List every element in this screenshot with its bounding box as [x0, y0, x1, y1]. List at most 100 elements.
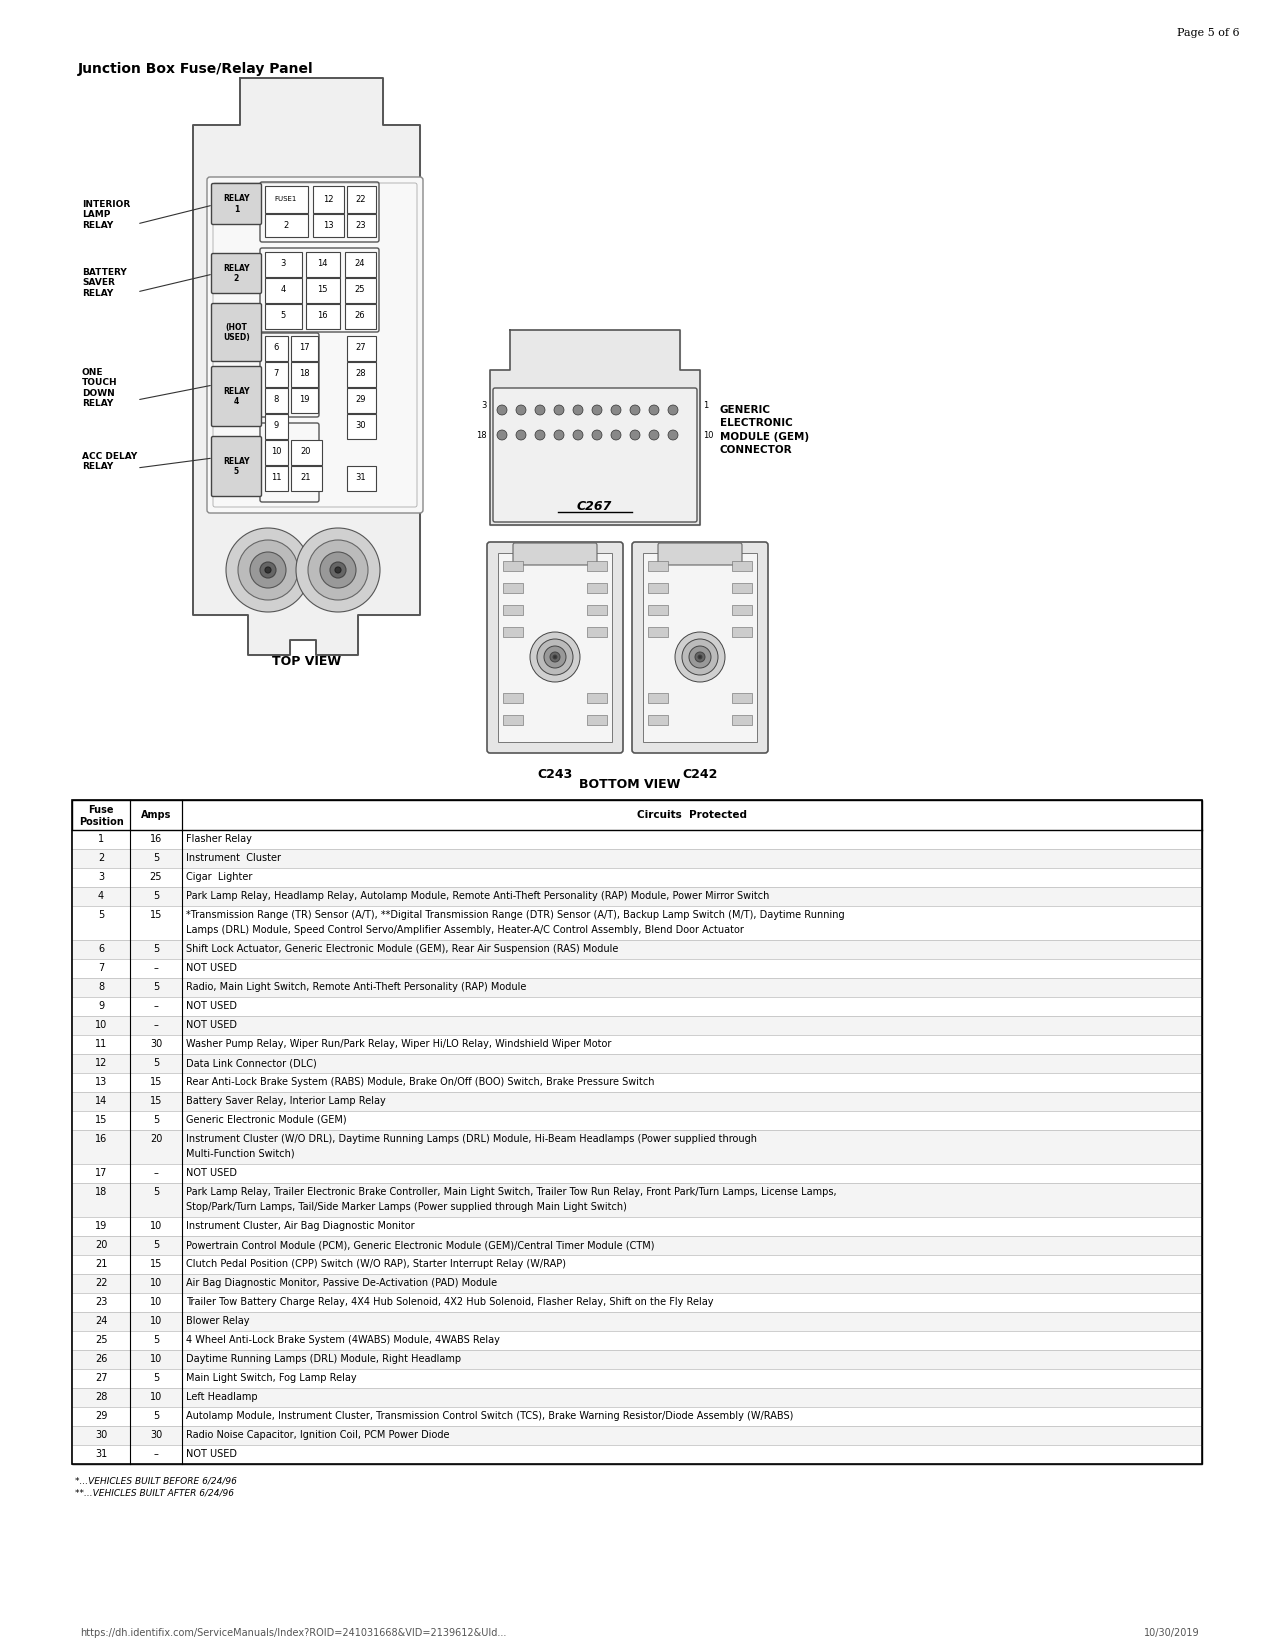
- Text: Radio Noise Capacitor, Ignition Coil, PCM Power Diode: Radio Noise Capacitor, Ignition Coil, PC…: [186, 1431, 450, 1440]
- Bar: [71, 1072, 1202, 1092]
- Bar: [71, 868, 1202, 888]
- Text: 20: 20: [150, 1134, 162, 1143]
- FancyBboxPatch shape: [344, 251, 376, 277]
- Bar: [499, 553, 612, 742]
- FancyBboxPatch shape: [493, 388, 697, 521]
- Text: 4 Wheel Anti-Lock Brake System (4WABS) Module, 4WABS Relay: 4 Wheel Anti-Lock Brake System (4WABS) M…: [186, 1335, 500, 1345]
- Text: –: –: [153, 1002, 158, 1011]
- Text: 6: 6: [273, 343, 279, 353]
- FancyBboxPatch shape: [212, 183, 261, 224]
- Bar: [732, 606, 752, 615]
- Text: Generic Electronic Module (GEM): Generic Electronic Module (GEM): [186, 1115, 347, 1125]
- Text: 14: 14: [317, 259, 328, 269]
- Text: 27: 27: [94, 1373, 107, 1383]
- FancyBboxPatch shape: [312, 213, 343, 236]
- Bar: [71, 800, 1202, 1464]
- Text: 28: 28: [94, 1393, 107, 1402]
- Bar: [732, 582, 752, 592]
- Text: Radio, Main Light Switch, Remote Anti-Theft Personality (RAP) Module: Radio, Main Light Switch, Remote Anti-Th…: [186, 982, 527, 992]
- Bar: [71, 1407, 1202, 1426]
- Bar: [648, 693, 668, 703]
- Bar: [586, 693, 607, 703]
- Text: 15: 15: [150, 1259, 162, 1269]
- Bar: [643, 553, 757, 742]
- Text: Instrument Cluster, Air Bag Diagnostic Monitor: Instrument Cluster, Air Bag Diagnostic M…: [186, 1221, 414, 1231]
- Text: NOT USED: NOT USED: [186, 1449, 237, 1459]
- FancyBboxPatch shape: [291, 361, 317, 386]
- Text: 1: 1: [703, 401, 708, 409]
- Text: 7: 7: [273, 370, 279, 378]
- Text: 24: 24: [94, 1317, 107, 1327]
- Circle shape: [516, 431, 527, 441]
- Circle shape: [674, 632, 725, 681]
- Text: 20: 20: [94, 1241, 107, 1251]
- Bar: [71, 1370, 1202, 1388]
- Text: 22: 22: [94, 1279, 107, 1289]
- Circle shape: [592, 431, 602, 441]
- Text: –: –: [153, 964, 158, 973]
- Circle shape: [695, 652, 705, 662]
- Text: 16: 16: [317, 312, 328, 320]
- Text: RELAY
4: RELAY 4: [223, 386, 250, 406]
- Circle shape: [250, 553, 286, 587]
- Text: 18: 18: [298, 370, 310, 378]
- Text: Instrument Cluster (W/O DRL), Daytime Running Lamps (DRL) Module, Hi-Beam Headla: Instrument Cluster (W/O DRL), Daytime Ru…: [186, 1134, 757, 1143]
- Text: 12: 12: [94, 1058, 107, 1068]
- Text: 23: 23: [94, 1297, 107, 1307]
- Bar: [71, 1332, 1202, 1350]
- Bar: [71, 997, 1202, 1016]
- Bar: [71, 940, 1202, 959]
- FancyBboxPatch shape: [344, 304, 376, 328]
- Bar: [648, 627, 668, 637]
- Circle shape: [630, 431, 640, 441]
- Circle shape: [238, 540, 298, 601]
- Bar: [586, 627, 607, 637]
- FancyBboxPatch shape: [264, 251, 301, 277]
- Text: 28: 28: [356, 370, 366, 378]
- Bar: [71, 1236, 1202, 1256]
- Bar: [71, 830, 1202, 850]
- FancyBboxPatch shape: [347, 414, 376, 439]
- Circle shape: [516, 404, 527, 416]
- Text: 22: 22: [356, 195, 366, 203]
- Text: Amps: Amps: [140, 810, 171, 820]
- Text: 15: 15: [150, 1096, 162, 1106]
- Text: Autolamp Module, Instrument Cluster, Transmission Control Switch (TCS), Brake Wa: Autolamp Module, Instrument Cluster, Tra…: [186, 1411, 793, 1421]
- FancyBboxPatch shape: [306, 251, 339, 277]
- Circle shape: [497, 404, 507, 416]
- Text: 10/30/2019: 10/30/2019: [1145, 1629, 1200, 1638]
- Text: 29: 29: [356, 396, 366, 404]
- Circle shape: [555, 404, 564, 416]
- Text: 21: 21: [94, 1259, 107, 1269]
- Bar: [71, 1294, 1202, 1312]
- Text: 10: 10: [150, 1317, 162, 1327]
- FancyBboxPatch shape: [207, 177, 423, 513]
- Circle shape: [550, 652, 560, 662]
- Bar: [71, 1183, 1202, 1218]
- Circle shape: [330, 563, 346, 578]
- Circle shape: [630, 404, 640, 416]
- Text: NOT USED: NOT USED: [186, 964, 237, 973]
- FancyBboxPatch shape: [291, 335, 317, 360]
- Text: C242: C242: [682, 767, 718, 780]
- Text: 3: 3: [482, 401, 487, 409]
- Text: Cigar  Lighter: Cigar Lighter: [186, 871, 252, 883]
- Text: Daytime Running Lamps (DRL) Module, Right Headlamp: Daytime Running Lamps (DRL) Module, Righ…: [186, 1355, 462, 1365]
- Text: 1: 1: [98, 833, 105, 845]
- Text: **...VEHICLES BUILT AFTER 6/24/96: **...VEHICLES BUILT AFTER 6/24/96: [75, 1488, 235, 1498]
- FancyBboxPatch shape: [264, 388, 287, 412]
- Circle shape: [611, 404, 621, 416]
- Text: 18: 18: [477, 431, 487, 439]
- FancyBboxPatch shape: [291, 388, 317, 412]
- Text: RELAY
5: RELAY 5: [223, 457, 250, 477]
- Circle shape: [668, 404, 678, 416]
- Bar: [504, 606, 523, 615]
- Text: –: –: [153, 1020, 158, 1030]
- Bar: [504, 627, 523, 637]
- FancyBboxPatch shape: [347, 185, 376, 213]
- Bar: [71, 800, 1202, 1464]
- Text: RELAY
1: RELAY 1: [223, 195, 250, 214]
- Circle shape: [260, 563, 275, 578]
- Bar: [71, 1054, 1202, 1072]
- Text: Clutch Pedal Position (CPP) Switch (W/O RAP), Starter Interrupt Relay (W/RAP): Clutch Pedal Position (CPP) Switch (W/O …: [186, 1259, 566, 1269]
